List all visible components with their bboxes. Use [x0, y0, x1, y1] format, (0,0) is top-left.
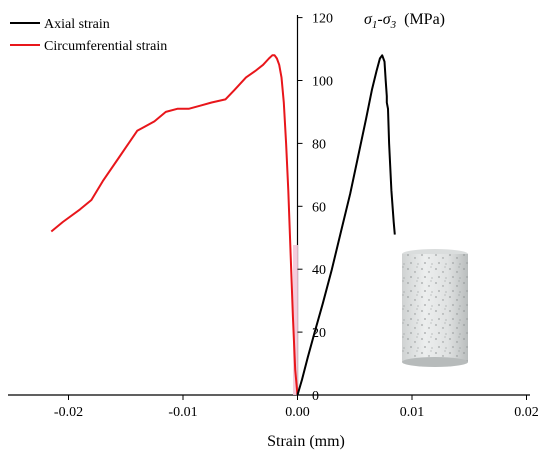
x-tick-label: 0.00: [285, 405, 310, 420]
x-tick-label: -0.02: [54, 405, 83, 420]
specimen-photo: [402, 249, 468, 367]
legend: Axial strain Circumferential strain: [10, 17, 167, 54]
series-line-axial-strain: [298, 55, 395, 395]
y-tick-label: 40: [312, 263, 326, 278]
y-axis-label: σ1-σ3 (MPa): [364, 11, 445, 31]
series-line-circumferential-strain: [51, 55, 297, 395]
x-tick-label: 0.01: [400, 405, 425, 420]
x-tick-label: -0.01: [168, 405, 197, 420]
y-tick-label: 120: [312, 12, 333, 27]
y-label-unit: (MPa): [404, 11, 445, 28]
y-label-sub3: 3: [390, 19, 397, 31]
x-ticks: -0.02 -0.01 0.00 0.01 0.02: [54, 395, 539, 420]
y-tick-label: 60: [312, 200, 326, 215]
y-tick-label: 0: [312, 389, 319, 404]
x-tick-label: 0.02: [514, 405, 539, 420]
y-tick-label: 80: [312, 137, 326, 152]
legend-label-axial: Axial strain: [44, 17, 110, 32]
y-tick-label: 100: [312, 75, 333, 90]
legend-label-circumferential: Circumferential strain: [44, 39, 167, 54]
x-axis-label: Strain (mm): [267, 433, 345, 450]
